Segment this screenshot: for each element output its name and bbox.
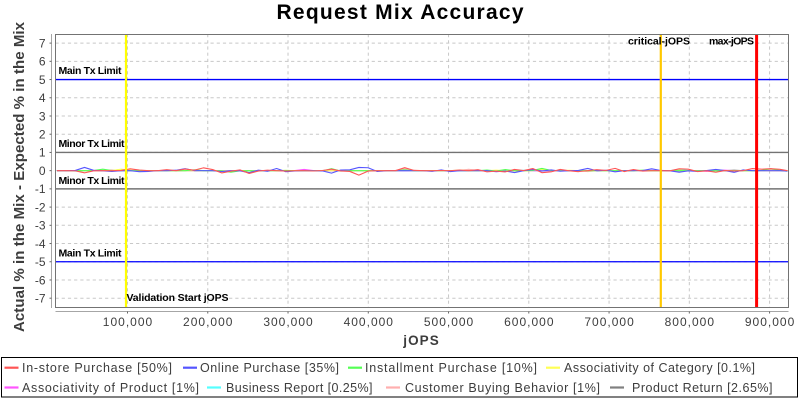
svg-text:-5: -5 (35, 255, 46, 269)
svg-text:200,000: 200,000 (183, 315, 233, 329)
svg-text:300,000: 300,000 (263, 315, 313, 329)
svg-text:Validation Start jOPS: Validation Start jOPS (127, 292, 229, 304)
svg-text:3: 3 (39, 109, 46, 123)
svg-text:500,000: 500,000 (424, 315, 474, 329)
svg-text:Product Return [2.65%]: Product Return [2.65%] (632, 381, 773, 395)
svg-text:100,000: 100,000 (103, 315, 153, 329)
svg-text:Customer Buying Behavior [1%]: Customer Buying Behavior [1%] (405, 381, 600, 395)
svg-text:-2: -2 (35, 200, 46, 214)
svg-text:6: 6 (39, 55, 46, 69)
svg-text:Online Purchase [35%]: Online Purchase [35%] (200, 361, 339, 375)
svg-text:Minor Tx Limit: Minor Tx Limit (59, 175, 126, 187)
svg-text:Associativity of Product [1%]: Associativity of Product [1%] (22, 381, 199, 395)
svg-text:700,000: 700,000 (584, 315, 634, 329)
svg-text:400,000: 400,000 (344, 315, 394, 329)
svg-text:Associativity of Category [0.1: Associativity of Category [0.1%] (564, 361, 755, 375)
svg-text:-7: -7 (35, 291, 46, 305)
svg-text:jOPS: jOPS (402, 333, 439, 348)
svg-text:2: 2 (39, 128, 46, 142)
svg-text:1: 1 (39, 146, 46, 160)
svg-text:5: 5 (39, 73, 46, 87)
svg-text:Main Tx Limit: Main Tx Limit (59, 65, 123, 77)
svg-text:Actual % in the Mix - Expected: Actual % in the Mix - Expected % in the … (11, 21, 28, 332)
svg-text:7: 7 (39, 36, 46, 50)
svg-text:max-jOPS: max-jOPS (709, 36, 754, 48)
svg-text:800,000: 800,000 (665, 315, 715, 329)
svg-text:900,000: 900,000 (745, 315, 795, 329)
svg-text:Minor Tx Limit: Minor Tx Limit (59, 138, 126, 150)
svg-text:Installment Purchase [10%]: Installment Purchase [10%] (365, 361, 537, 375)
svg-text:-3: -3 (35, 219, 46, 233)
svg-text:Request Mix Accuracy: Request Mix Accuracy (277, 1, 524, 24)
svg-text:-6: -6 (35, 273, 46, 287)
svg-text:600,000: 600,000 (504, 315, 554, 329)
svg-text:Business Report [0.25%]: Business Report [0.25%] (226, 381, 373, 395)
svg-text:4: 4 (39, 91, 46, 105)
svg-text:Main Tx Limit: Main Tx Limit (59, 247, 123, 259)
svg-text:-4: -4 (35, 237, 46, 251)
svg-text:0: 0 (39, 164, 46, 178)
svg-text:-1: -1 (35, 182, 46, 196)
svg-text:critical-jOPS: critical-jOPS (628, 36, 690, 48)
svg-text:In-store Purchase [50%]: In-store Purchase [50%] (22, 361, 172, 375)
